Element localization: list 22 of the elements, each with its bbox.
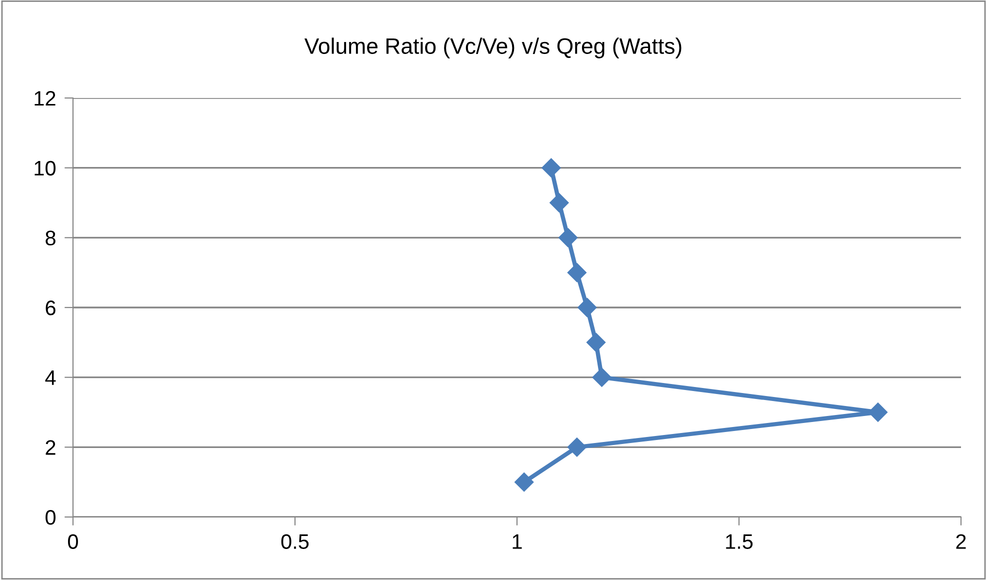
x-tick-label: 1 bbox=[512, 534, 522, 549]
chart-title: Volume Ratio (Vc/Ve) v/s Qreg (Watts) bbox=[304, 38, 682, 58]
y-tick-label: 0 bbox=[46, 510, 56, 525]
point bbox=[558, 228, 578, 248]
point bbox=[567, 263, 586, 282]
point bbox=[592, 368, 612, 387]
x-tick-label: 2 bbox=[956, 534, 966, 549]
point bbox=[514, 472, 534, 492]
point bbox=[586, 332, 606, 352]
point bbox=[542, 158, 561, 178]
point bbox=[550, 193, 569, 212]
x-tick-label: 0 bbox=[68, 534, 78, 549]
y-tick-label: 8 bbox=[46, 230, 56, 246]
y-tick-label: 4 bbox=[45, 370, 56, 385]
y-tick-label: 6 bbox=[46, 300, 56, 316]
x-tick-label: 0.5 bbox=[281, 534, 309, 549]
y-tick-label: 12 bbox=[34, 91, 56, 106]
y-tick-label: 2 bbox=[46, 440, 56, 455]
point bbox=[578, 298, 597, 318]
point bbox=[567, 438, 586, 457]
y-tick-label: 10 bbox=[34, 160, 56, 176]
x-tick-label: 1.5 bbox=[726, 534, 753, 549]
